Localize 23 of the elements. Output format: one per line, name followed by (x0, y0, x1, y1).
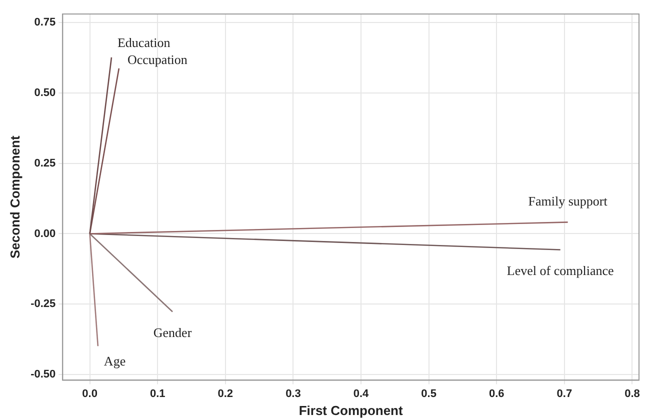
y-tick-label: -0.50 (30, 368, 56, 381)
x-axis-title: First Component (298, 402, 404, 418)
series-label: Occupation (127, 52, 188, 67)
x-tick-label: 0.7 (556, 388, 572, 400)
y-tick-label: -0.25 (30, 298, 56, 310)
x-tick-label: 0.3 (286, 388, 301, 400)
x-tick-label: 0.0 (82, 388, 98, 400)
series-label: Level of compliance (506, 263, 614, 278)
y-tick-label: 0.00 (34, 228, 56, 240)
y-tick-label: 0.25 (34, 157, 56, 170)
series-label: Education (117, 34, 171, 50)
x-tick-label: 0.8 (624, 388, 640, 400)
x-tick-label: 0.5 (421, 388, 436, 400)
y-tick-label: 0.50 (34, 86, 56, 99)
x-tick-label: 0.1 (150, 388, 166, 400)
series-label: Age (104, 354, 126, 369)
y-axis-title: Second Component (7, 135, 22, 258)
y-tick-label: 0.75 (34, 16, 56, 28)
x-tick-label: 0.4 (353, 388, 370, 400)
x-tick-label: 0.6 (488, 388, 504, 400)
series-label: Family support (528, 194, 608, 209)
x-tick-label: 0.2 (218, 388, 234, 400)
series-label: Gender (153, 325, 192, 340)
